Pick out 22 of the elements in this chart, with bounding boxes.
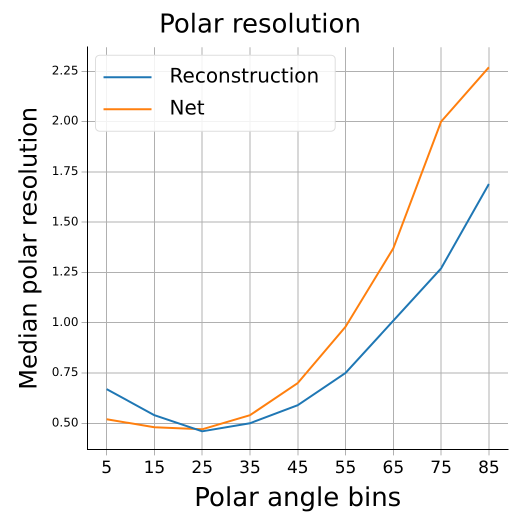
y-tick-label: 0.75: [52, 365, 79, 380]
y-tick-label: 1.75: [52, 164, 79, 178]
chart-title: Polar resolution: [159, 9, 361, 40]
x-tick-label: 65: [382, 458, 404, 478]
x-tick-label: 35: [239, 458, 261, 478]
y-tick-label: 2.25: [52, 63, 79, 78]
y-tick-label: 1.50: [52, 214, 79, 228]
y-tick-label: 0.50: [52, 415, 79, 430]
x-tick-label: 75: [430, 458, 452, 478]
x-tick-label: 45: [286, 458, 309, 478]
x-tick-label: 5: [101, 458, 112, 478]
y-tick-label: 1.00: [52, 314, 79, 329]
x-axis-title: Polar angle bins: [194, 483, 402, 514]
y-axis-title: Median polar resolution: [14, 106, 43, 390]
x-tick-label: 85: [478, 458, 500, 478]
x-tick-label: 25: [191, 458, 214, 478]
y-tick-label: 2.00: [52, 114, 79, 128]
y-tick-label: 1.25: [52, 264, 79, 279]
x-tick-label: 15: [144, 458, 166, 478]
legend-label: Reconstruction: [170, 63, 320, 88]
x-tick-label: 55: [334, 458, 356, 478]
legend-label: Net: [170, 95, 205, 120]
